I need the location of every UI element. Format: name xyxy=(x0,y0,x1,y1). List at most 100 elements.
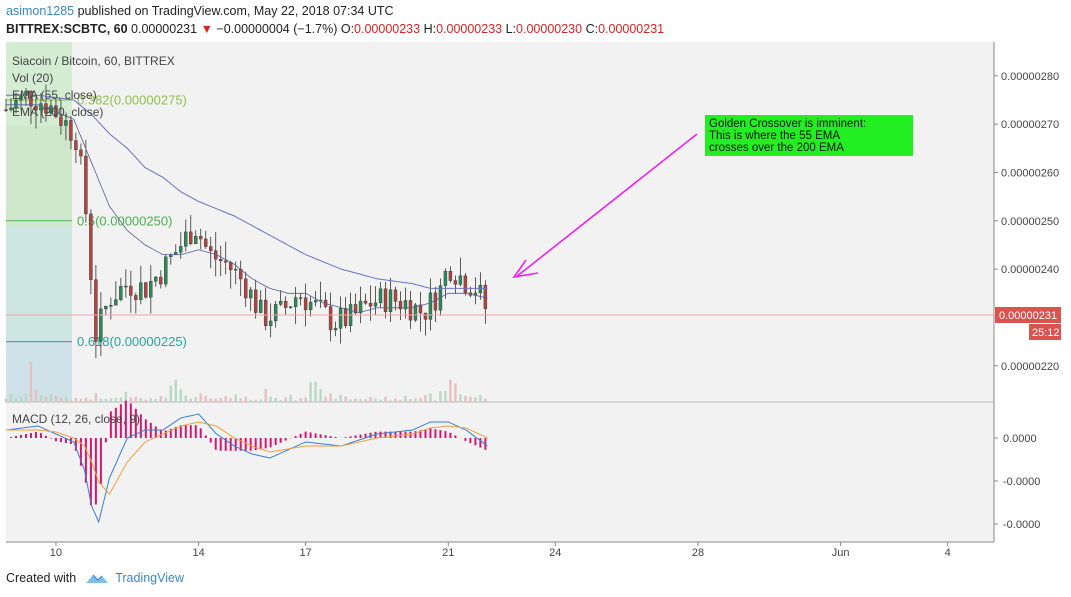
candle-body xyxy=(388,289,393,312)
volume-bar xyxy=(14,398,18,402)
volume-bar xyxy=(459,394,462,402)
candle-body xyxy=(458,275,463,285)
volume-bar xyxy=(44,396,48,402)
volume-bar xyxy=(399,399,402,402)
y-tick-label-2: 0.00000260 xyxy=(1001,167,1059,179)
created-with-text: Created with xyxy=(6,571,77,585)
volume-bar xyxy=(389,400,392,402)
volume-bar xyxy=(209,398,212,402)
annotation-box[interactable] xyxy=(705,115,913,156)
annotation-arrow[interactable] xyxy=(515,133,698,278)
volume-bar xyxy=(409,398,412,402)
volume-bar xyxy=(214,398,217,402)
candle-body xyxy=(343,308,348,326)
candle-body xyxy=(149,280,153,298)
volume-bar xyxy=(9,393,13,402)
volume-bar xyxy=(59,397,63,402)
volume-bar xyxy=(394,398,397,402)
volume-bar xyxy=(329,393,332,402)
annotation-line-1: Golden Crossover is imminent: xyxy=(709,118,866,130)
legend-ema200: EMA (200, close) xyxy=(12,105,103,119)
candle-body xyxy=(373,302,378,307)
volume-bar xyxy=(174,379,177,402)
countdown-text: 25:12 xyxy=(1032,327,1060,339)
volume-bar xyxy=(79,399,83,402)
fib-label-2: 0.618(0.00000225) xyxy=(77,334,187,349)
footer: Created with TradingView xyxy=(6,571,184,585)
volume-bar xyxy=(154,399,158,402)
legend-ema55: EMA (55, close) xyxy=(12,88,97,102)
change-value: −0.00000004 (−1.7%) xyxy=(216,22,338,36)
fib-label-0: 0.382(0.00000275) xyxy=(77,92,187,107)
candle-body xyxy=(59,116,63,126)
legend-title: Siacoin / Bitcoin, 60, BITTREX xyxy=(12,54,175,68)
macd-histogram xyxy=(9,400,487,506)
candle-body xyxy=(398,301,403,310)
volume-bar xyxy=(264,388,267,402)
legend-macd: MACD (12, 26, close, 9) xyxy=(12,412,140,426)
candle-body xyxy=(293,297,298,307)
y-tick-label-3: 0.00000250 xyxy=(1001,216,1059,228)
volume-bar xyxy=(354,398,357,402)
volume-bar xyxy=(114,398,118,402)
candle-body xyxy=(423,312,428,320)
volume-bar xyxy=(104,398,108,402)
candle-body xyxy=(258,299,263,313)
candle-body xyxy=(194,235,198,244)
candle-body xyxy=(378,288,383,304)
candle-body xyxy=(448,270,453,281)
volume-bar xyxy=(419,397,422,402)
volume-bar xyxy=(474,397,477,402)
low-value: 0.00000230 xyxy=(516,22,583,36)
volume-bar xyxy=(479,394,482,402)
x-tick-label-6: Jun xyxy=(832,547,850,559)
y-tick-label-4: 0.00000240 xyxy=(1001,264,1059,276)
candle-body xyxy=(253,289,258,313)
y-tick-label-1: 0.00000270 xyxy=(1001,119,1059,131)
x-tick-label-3: 21 xyxy=(442,547,454,559)
volume-bar xyxy=(239,398,242,402)
candle-body xyxy=(278,300,283,305)
volume-bar xyxy=(444,391,447,402)
tradingview-link[interactable]: TradingView xyxy=(115,571,184,585)
candle-body xyxy=(358,300,363,314)
volume-bar xyxy=(414,398,417,402)
candle-body xyxy=(248,289,253,299)
volume-bar xyxy=(234,394,237,402)
volume-bar xyxy=(349,399,352,402)
volume-bar xyxy=(254,399,257,402)
x-tick-label-4: 24 xyxy=(549,547,561,559)
down-triangle-icon: ▼ xyxy=(200,22,213,36)
x-tick-label-2: 17 xyxy=(299,547,311,559)
symbol-label: BITTREX:SCBTC, 60 xyxy=(6,22,128,36)
candle-body xyxy=(164,256,168,285)
candle-body xyxy=(79,149,83,157)
candle-body xyxy=(144,282,148,298)
macd-axis-ticks: 0.0000 -0.0000 -0.0000 xyxy=(994,433,1040,531)
candle-body xyxy=(94,279,98,342)
candle-body xyxy=(154,276,158,282)
y-tick-label-0: 0.00000280 xyxy=(1001,71,1059,83)
candle-body xyxy=(328,306,333,331)
y-tick-label-5: 0.00000220 xyxy=(1001,361,1059,373)
volume-bar xyxy=(84,397,88,402)
candle-body xyxy=(243,278,248,299)
volume-bar xyxy=(69,400,73,402)
candle-body xyxy=(308,301,313,311)
volume-bar xyxy=(229,398,232,402)
candle-body xyxy=(268,320,273,327)
x-tick-label-0: 10 xyxy=(50,547,62,559)
volume-bar xyxy=(284,397,287,402)
fib-zone-500 xyxy=(6,126,72,226)
candle-body xyxy=(4,109,8,111)
candle-body xyxy=(313,300,318,303)
candle-body xyxy=(263,299,268,327)
last-price: 0.00000231 xyxy=(131,22,198,36)
author-link[interactable]: asimon1285 xyxy=(6,4,75,18)
volume-bar xyxy=(64,396,68,402)
volume-bar xyxy=(199,393,202,402)
volume-bar xyxy=(404,395,407,402)
volume-bar xyxy=(34,389,38,402)
candle-body xyxy=(433,292,438,311)
